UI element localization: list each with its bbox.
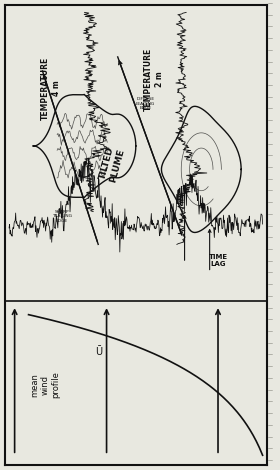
Text: TEMPERATURE
2 m: TEMPERATURE 2 m xyxy=(144,47,164,111)
Text: mean
wind
profile: mean wind profile xyxy=(30,371,60,399)
Text: DIFFUSE
LEADING
EDGE: DIFFUSE LEADING EDGE xyxy=(136,97,155,110)
Text: TEMPERATURE
4 m: TEMPERATURE 4 m xyxy=(41,57,60,120)
Text: SHARP
TRAILING
EDGE: SHARP TRAILING EDGE xyxy=(52,210,72,223)
Text: TILTED
PLUME: TILTED PLUME xyxy=(98,146,126,184)
Text: Ū: Ū xyxy=(95,347,102,357)
Text: TIME
LAG: TIME LAG xyxy=(208,254,228,267)
